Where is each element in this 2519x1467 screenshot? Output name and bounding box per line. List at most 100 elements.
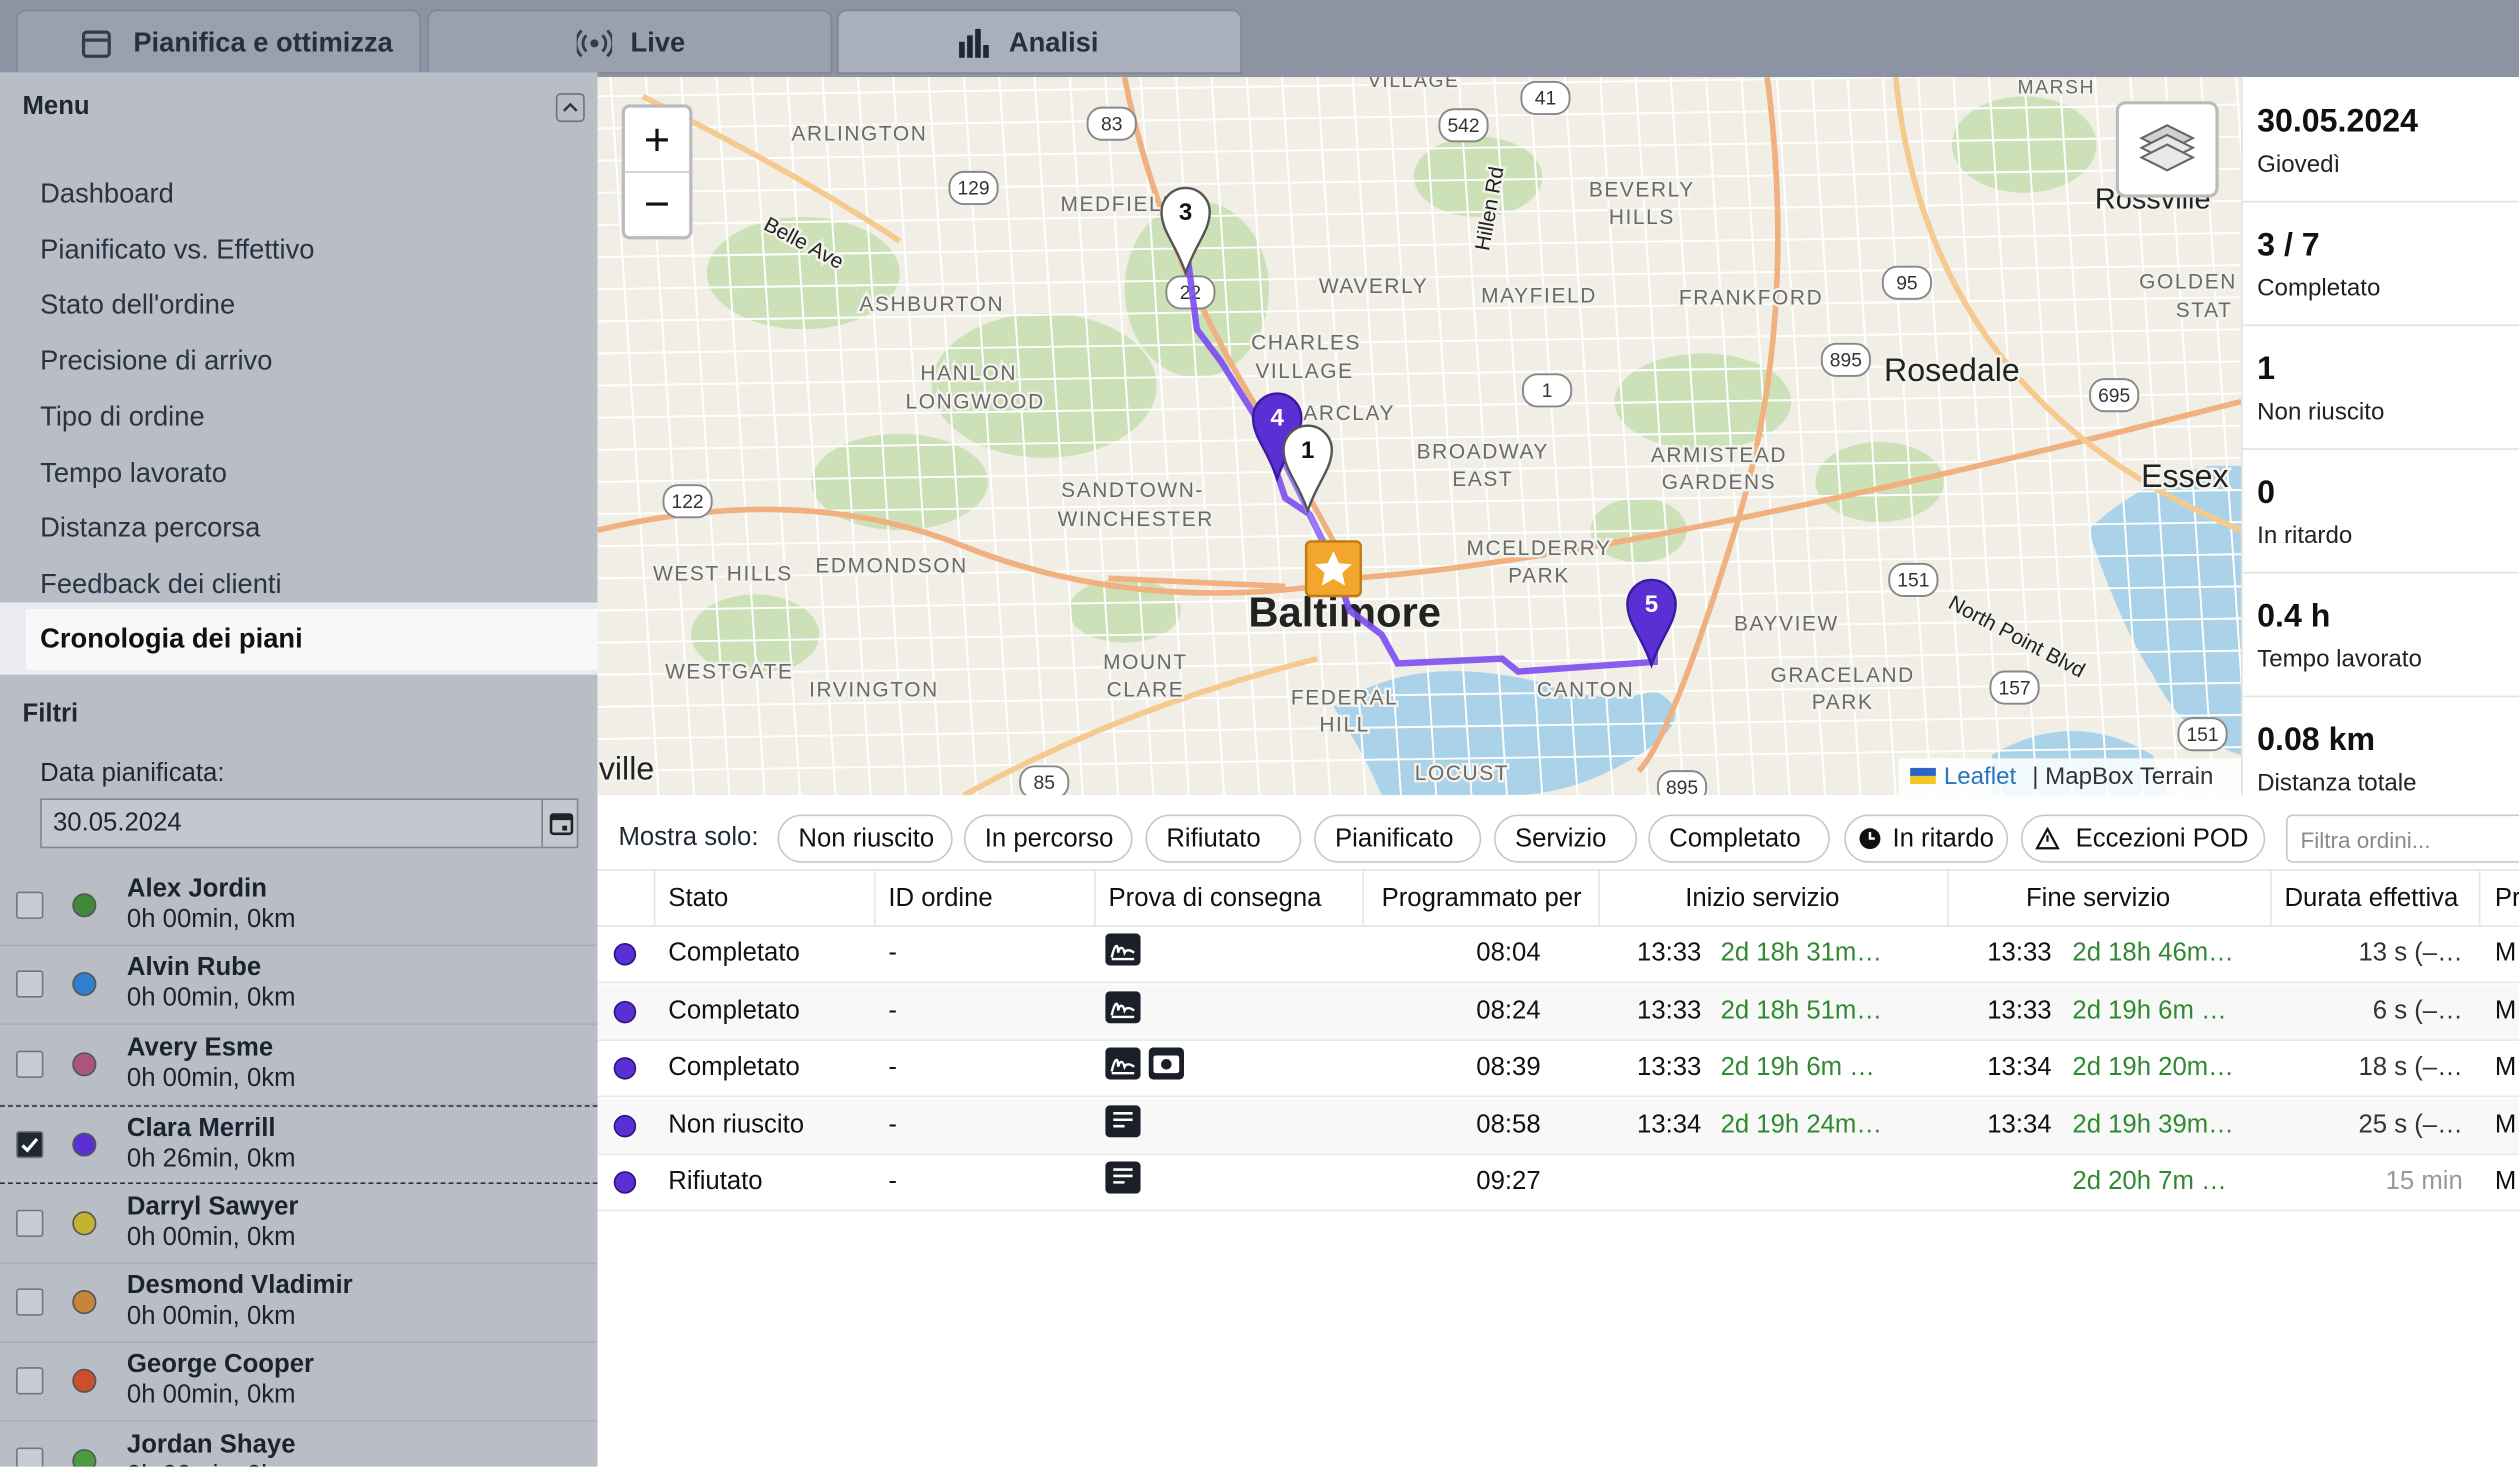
filter-chip[interactable]: In percorso xyxy=(963,814,1133,863)
driver-row[interactable]: Alvin Rube 0h 00min, 0km xyxy=(0,947,598,1026)
column-header[interactable]: Durata effettiva xyxy=(2284,885,2459,913)
driver-row[interactable]: Clara Merrill 0h 26min, 0km xyxy=(0,1105,598,1185)
table-row[interactable] xyxy=(597,1041,2519,1098)
summary-value: 1 xyxy=(2257,351,2276,388)
checkbox[interactable] xyxy=(16,891,44,919)
street xyxy=(597,328,2242,355)
road-shield xyxy=(1522,373,1573,408)
cell-end-delta: 2d 18h 46m… xyxy=(2072,939,2234,968)
map-label: BARCLAY xyxy=(1288,402,1395,425)
map-label: CLARE xyxy=(1107,678,1185,701)
table-row[interactable] xyxy=(597,926,2519,984)
street xyxy=(856,77,908,796)
filter-chip-label: Non riuscito xyxy=(798,825,935,854)
street xyxy=(597,264,2242,291)
checkbox[interactable] xyxy=(16,1447,44,1467)
menu-item[interactable]: Precisione di arrivo xyxy=(40,345,273,377)
filter-chip[interactable]: Servizio xyxy=(1494,814,1638,863)
menu-item[interactable]: Dashboard xyxy=(40,178,174,209)
column-divider xyxy=(653,869,656,927)
table-row[interactable] xyxy=(597,1155,2519,1212)
cell-start-delta: 2d 19h 6m … xyxy=(1720,1053,1875,1082)
street xyxy=(715,77,766,796)
filter-chip[interactable]: Non riuscito xyxy=(777,814,953,863)
driver-row[interactable]: Darryl Sawyer 0h 00min, 0km xyxy=(0,1185,598,1264)
driver-summary: 0h 00min, 0km xyxy=(126,985,296,1013)
summary-value: 3 / 7 xyxy=(2257,228,2320,264)
checkbox[interactable] xyxy=(16,1367,44,1396)
tab[interactable]: Analisi xyxy=(836,9,1242,74)
column-divider xyxy=(1598,869,1601,927)
collapse-button[interactable] xyxy=(555,93,585,123)
street xyxy=(1740,77,1791,796)
column-header[interactable]: Programmato per xyxy=(1381,885,1582,913)
tab[interactable]: Pianifica e ottimizza xyxy=(16,9,421,74)
route-marker xyxy=(1160,186,1211,277)
column-header[interactable]: Fine servizio xyxy=(2025,885,2171,913)
park xyxy=(1068,578,1181,643)
table-row[interactable] xyxy=(597,983,2519,1041)
map-label: EAST xyxy=(1452,468,1513,491)
attribution-link[interactable]: Leaflet xyxy=(1944,763,2017,790)
pod-icon xyxy=(1105,1161,1141,1194)
menu-item[interactable]: Pianificato vs. Effettivo xyxy=(40,234,315,265)
cell-start-time: 13:33 xyxy=(1637,939,1702,968)
calendar-button[interactable] xyxy=(541,800,578,847)
street xyxy=(892,77,943,796)
cell-id: - xyxy=(888,1167,897,1196)
checkbox[interactable] xyxy=(16,1209,44,1237)
street xyxy=(597,617,2242,644)
driver-row[interactable]: Alex Jordin 0h 00min, 0km xyxy=(0,868,598,947)
street xyxy=(998,77,1049,796)
column-header[interactable]: Stato xyxy=(668,885,729,913)
icon xyxy=(1868,832,1875,840)
menu-item[interactable]: Tempo lavorato xyxy=(40,457,227,488)
road-shield-label: 129 xyxy=(957,179,989,200)
zoom-out[interactable]: − xyxy=(644,178,670,229)
menu-item-active[interactable]: Cronologia dei piani xyxy=(0,602,598,675)
pod-icon xyxy=(1148,1047,1184,1080)
map: VILLAGE MARSH ARLINGTON MEDFIELD ASHBURTON HA… xyxy=(597,77,2242,796)
street xyxy=(597,585,2242,612)
checkbox[interactable] xyxy=(16,1131,44,1159)
date-input[interactable]: 30.05.2024 xyxy=(40,798,579,849)
menu-item[interactable]: Feedback dei clienti xyxy=(40,568,282,600)
column-header[interactable]: Prova di consegna xyxy=(1108,885,1322,913)
cell-extra: M xyxy=(2494,996,2517,1025)
menu-item[interactable]: Tipo di ordine xyxy=(40,401,205,432)
table-row[interactable] xyxy=(597,1098,2519,1155)
menu-item[interactable]: Stato dell'ordine xyxy=(40,289,236,321)
column-header[interactable]: ID ordine xyxy=(888,885,993,913)
filter-chip[interactable]: Rifiutato xyxy=(1145,814,1302,863)
filter-chip[interactable]: Pianificato xyxy=(1314,814,1482,863)
filter-chip[interactable]: In ritardo xyxy=(1844,814,2009,863)
filter-chip[interactable]: Eccezioni POD xyxy=(2020,814,2266,863)
route-marker-label: 3 xyxy=(1179,199,1192,226)
road-shield-label: 895 xyxy=(1666,778,1698,795)
filter-chip[interactable]: Completato xyxy=(1648,814,1830,863)
checkbox[interactable] xyxy=(16,1288,44,1316)
road-shield xyxy=(948,170,999,205)
tab[interactable]: Live xyxy=(426,9,832,74)
checkbox[interactable] xyxy=(16,1050,44,1078)
column-header[interactable]: Pr xyxy=(2494,885,2519,913)
map-label: GRACELAND xyxy=(1770,664,1914,687)
driver-row[interactable]: Jordan Shaye 0h 00min, 0km xyxy=(0,1423,598,1467)
driver-row[interactable]: Desmond Vladimir 0h 00min, 0km xyxy=(0,1264,598,1344)
driver-color xyxy=(72,1210,97,1235)
icon xyxy=(959,41,965,58)
search-input[interactable]: Filtra ordini... xyxy=(2286,814,2519,863)
checkbox[interactable] xyxy=(16,970,44,999)
zoom-in[interactable]: + xyxy=(644,114,670,165)
column-header[interactable]: Inizio servizio xyxy=(1685,885,1840,913)
driver-color xyxy=(72,1051,97,1077)
menu-item[interactable]: Distanza percorsa xyxy=(40,512,261,544)
summary-value: 0.4 h xyxy=(2257,599,2331,635)
road-shield xyxy=(1019,765,1070,796)
driver-row[interactable]: George Cooper 0h 00min, 0km xyxy=(0,1344,598,1423)
driver-color xyxy=(72,1369,97,1394)
route-marker-label: 5 xyxy=(1645,591,1658,618)
summary-value: 0 xyxy=(2257,475,2276,511)
driver-row[interactable]: Avery Esme 0h 00min, 0km xyxy=(0,1026,598,1105)
street xyxy=(1351,77,1402,796)
